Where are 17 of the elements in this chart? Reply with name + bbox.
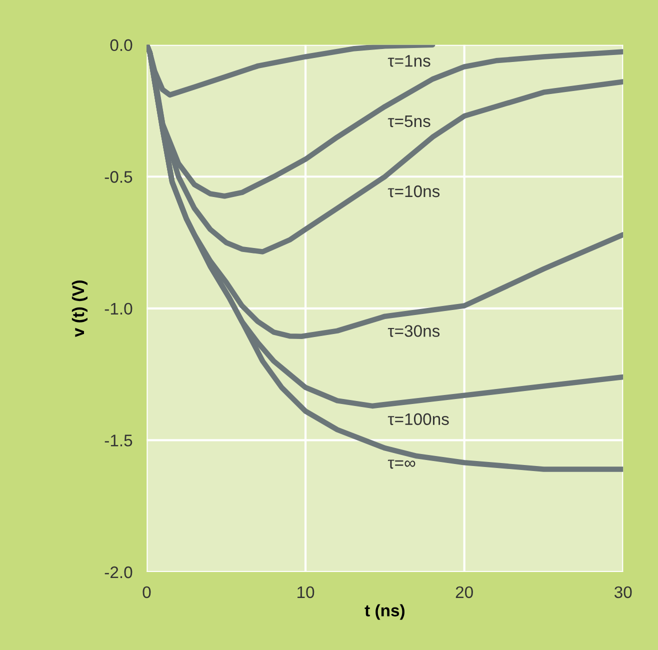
x-tick-label: 30 xyxy=(614,586,632,598)
y-tick-label: 0.0 xyxy=(110,39,132,52)
x-tick-label: 20 xyxy=(456,586,473,598)
x-tick-label: 0 xyxy=(142,586,151,598)
series-label: τ=∞ xyxy=(388,460,416,469)
y-axis-title: v (t) (V) xyxy=(72,280,88,338)
y-tick-label: -1.5 xyxy=(104,434,132,446)
x-tick-label: 10 xyxy=(298,586,314,598)
series-label: τ=10ns xyxy=(388,185,440,198)
series-label: τ=1ns xyxy=(388,55,430,67)
y-tick-label: -1.0 xyxy=(104,302,132,315)
series-label: τ=5ns xyxy=(388,115,430,128)
series-label: τ=100ns xyxy=(388,413,449,426)
series-label: τ=30ns xyxy=(388,325,440,337)
y-tick-label: -2.0 xyxy=(104,566,132,578)
y-tick-label: -0.5 xyxy=(104,171,132,183)
x-axis-title: t (ns) xyxy=(364,604,404,620)
